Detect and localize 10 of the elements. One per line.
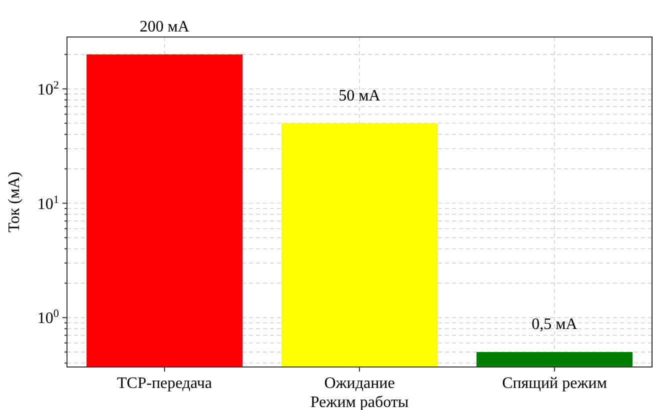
y-tick-label: 10$^{1}$ bbox=[37, 194, 59, 213]
data-label: 50 мА bbox=[338, 87, 381, 104]
data-label: 0,5 мА bbox=[532, 316, 578, 334]
data-label: 200 мА bbox=[140, 18, 190, 36]
y-tick-label: 10$^{2}$ bbox=[37, 79, 59, 98]
x-tick-label: Ожидание bbox=[324, 375, 395, 392]
x-tick-label: Спящий режим bbox=[502, 375, 607, 392]
y-axis-title: Ток (мА) bbox=[6, 172, 23, 232]
y-tick-label: 10$^{0}$ bbox=[37, 308, 60, 328]
x-tick-label: TCP-передача bbox=[117, 375, 212, 392]
